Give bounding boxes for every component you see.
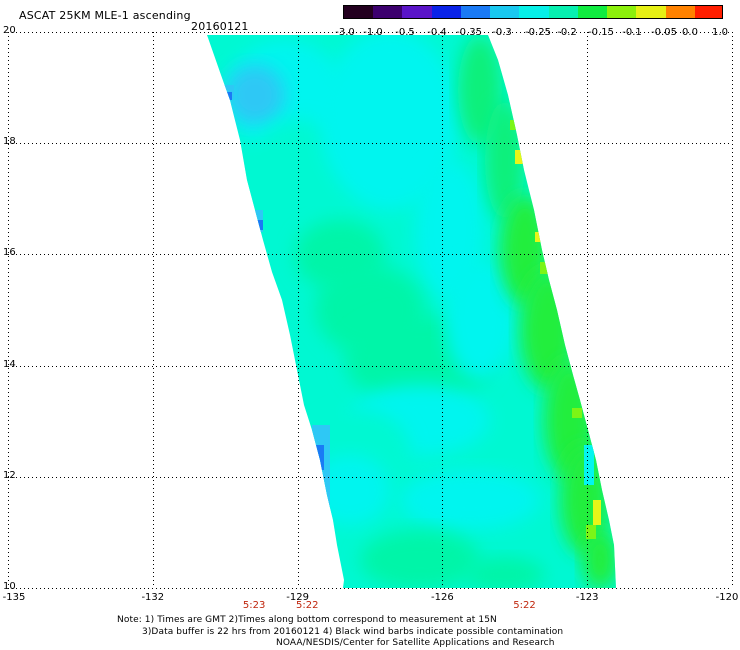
colorbar-segment <box>431 6 462 18</box>
colorbar-segment <box>490 6 521 18</box>
cyan-pixel <box>584 445 594 485</box>
green-edge-region <box>560 445 610 555</box>
figure-title: ASCAT 25KM MLE-1 ascending <box>19 9 191 22</box>
colorbar-segment <box>607 6 638 18</box>
cyan-region <box>320 35 460 210</box>
teal-green-region <box>360 530 480 588</box>
longitude-label: -132 <box>141 592 165 603</box>
latitude-label: 20 <box>3 25 16 36</box>
lime-pixel <box>572 408 582 418</box>
teal-green-region <box>465 557 545 588</box>
colorbar-segment <box>402 6 433 18</box>
yellow-pixel <box>515 150 523 164</box>
colorbar-segment <box>577 6 609 18</box>
light-blue-pixel <box>320 480 330 508</box>
latitude-label: 16 <box>3 247 16 259</box>
pass-time-label: 5:22 <box>513 600 536 611</box>
figure-date: 20160121 <box>191 20 249 33</box>
lime-pixel <box>586 525 596 539</box>
pass-time-label: 5:23 <box>242 600 266 611</box>
latitude-label: 18 <box>3 136 16 148</box>
longitude-label: -135 <box>2 592 26 603</box>
colorbar-segment <box>694 6 722 18</box>
latitude-label: 10 <box>3 581 16 592</box>
blue-pixel <box>226 92 232 100</box>
colorbar-segment <box>460 6 492 18</box>
yellow-pixel <box>593 500 601 525</box>
colorbar-segment <box>519 6 550 18</box>
blue-pixel <box>316 445 324 470</box>
colorbar-segment <box>344 6 375 18</box>
blue-pixel <box>257 220 263 230</box>
yellow-pixel <box>535 232 544 242</box>
colorbar-tick-label: -0.25 <box>525 27 551 38</box>
longitude-label: -126 <box>431 592 454 603</box>
swath-data <box>207 35 616 588</box>
longitude-label: -120 <box>715 592 739 603</box>
colorbar-segment <box>373 6 404 18</box>
latitude-label: 12 <box>3 469 16 481</box>
blue-pixel <box>320 492 326 506</box>
colorbar <box>343 5 723 19</box>
colorbar-tick-label: -0.3 <box>492 27 512 38</box>
cyan-region <box>400 470 540 530</box>
note-line-3: NOAA/NESDIS/Center for Satellite Applica… <box>276 638 555 648</box>
green-edge-region <box>582 530 616 588</box>
lime-pixel <box>540 262 548 274</box>
cyan-region <box>445 260 515 380</box>
colorbar-tick-label: 0.0 <box>682 27 698 38</box>
light-blue-region <box>225 65 285 125</box>
colorbar-segment <box>636 6 667 18</box>
pass-time-label: 5:22 <box>296 600 319 611</box>
colorbar-segment <box>665 6 696 18</box>
lime-pixel <box>510 120 520 130</box>
latitude-label: 14 <box>3 358 16 370</box>
colorbar-segment <box>548 6 579 18</box>
longitude-label: -129 <box>286 592 309 603</box>
longitude-label: -123 <box>575 592 599 603</box>
map-grid <box>8 32 733 589</box>
note-line-1: Note: 1) Times are GMT 2)Times along bot… <box>117 615 497 625</box>
note-line-2: 3)Data buffer is 22 hrs from 20160121 4)… <box>142 627 564 637</box>
colorbar-tick-label: -0.2 <box>557 27 577 38</box>
